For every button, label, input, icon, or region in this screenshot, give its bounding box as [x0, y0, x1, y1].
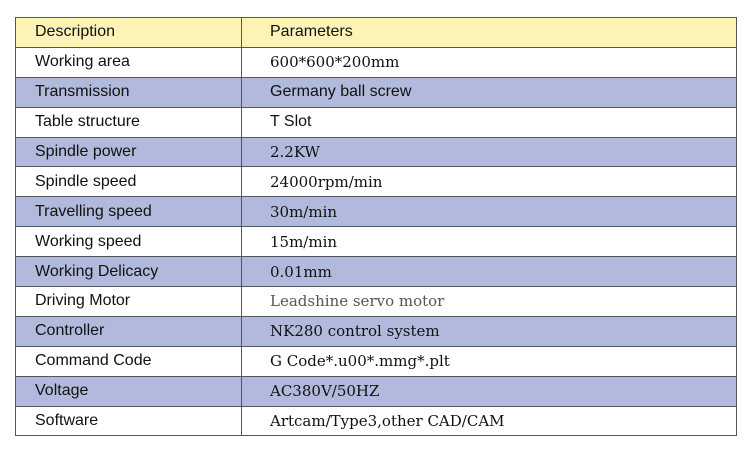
table-cell: Software: [15, 405, 242, 437]
header-cell: Parameters: [241, 17, 737, 48]
table-cell: 24000rpm/min: [241, 166, 737, 198]
table-body: Description Parameters Working area 600*6…: [15, 17, 737, 437]
table-cell: 30m/min: [241, 196, 737, 228]
table-row: Working speed 15m/min: [15, 226, 737, 258]
table-row: Working Delicacy 0.01mm: [15, 256, 737, 288]
table-cell: Driving Motor: [15, 286, 242, 317]
table-cell: T Slot: [241, 106, 737, 138]
header-row: Description Parameters: [15, 17, 737, 48]
table-cell: Germany ball screw: [241, 76, 737, 108]
table-cell: NK280 control system: [241, 315, 737, 347]
spec-table: Description Parameters Working area 600*6…: [15, 17, 737, 437]
table-row: Table structure T Slot: [15, 106, 737, 138]
table-row: Transmission Germany ball screw: [15, 76, 737, 108]
table-row: Working area 600*600*200mm: [15, 46, 737, 78]
table-cell: Spindle power: [15, 136, 242, 168]
table-cell: 0.01mm: [241, 256, 737, 288]
table-row: Voltage AC380V/50HZ: [15, 375, 737, 407]
table-cell: Command Code: [15, 345, 242, 377]
table-cell: G Code*.u00*.mmg*.plt: [241, 345, 737, 377]
table-row: Spindle power 2.2KW: [15, 136, 737, 168]
table-cell: Transmission: [15, 76, 242, 108]
table-cell: 600*600*200mm: [241, 46, 737, 78]
table-row: Software Artcam/Type3,other CAD/CAM: [15, 405, 737, 437]
table-cell: Working Delicacy: [15, 256, 242, 288]
table-cell: Voltage: [15, 375, 242, 407]
table-cell: Controller: [15, 315, 242, 347]
table-row: Command Code G Code*.u00*.mmg*.plt: [15, 345, 737, 377]
table-cell: 15m/min: [241, 226, 737, 258]
table-cell: Leadshine servo motor: [241, 286, 737, 317]
table-row: Travelling speed 30m/min: [15, 196, 737, 228]
table-cell: Travelling speed: [15, 196, 242, 228]
table-cell: Artcam/Type3,other CAD/CAM: [241, 405, 737, 437]
table-cell: AC380V/50HZ: [241, 375, 737, 407]
table-row: Spindle speed 24000rpm/min: [15, 166, 737, 198]
table-cell: Spindle speed: [15, 166, 242, 198]
table-cell: 2.2KW: [241, 136, 737, 168]
table-cell: Working area: [15, 46, 242, 78]
table-cell: Working speed: [15, 226, 242, 258]
table-cell: Table structure: [15, 106, 242, 138]
header-cell: Description: [15, 17, 242, 48]
table-row: Driving Motor Leadshine servo motor: [15, 286, 737, 317]
table-row: Controller NK280 control system: [15, 315, 737, 347]
